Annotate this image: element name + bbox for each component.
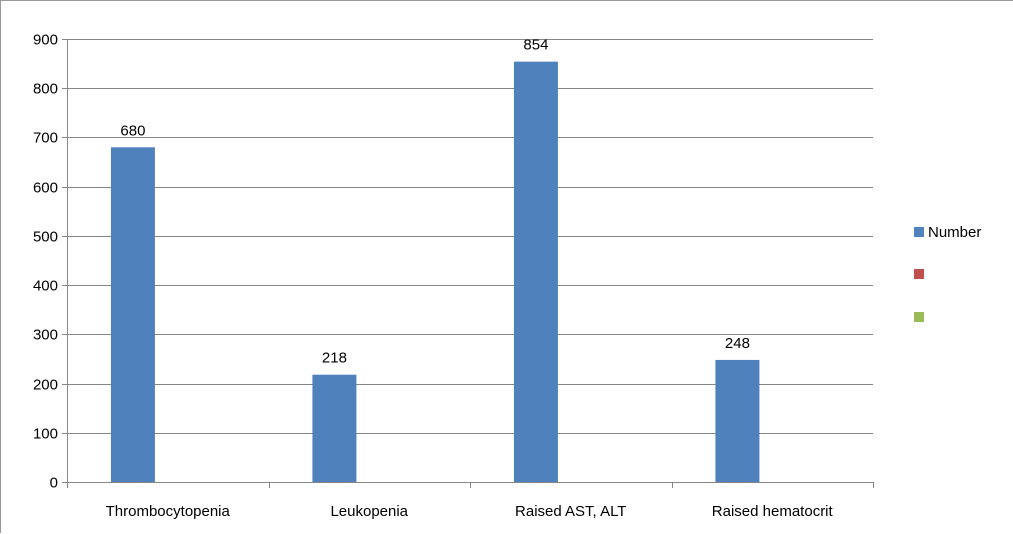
legend-label: Number <box>928 224 981 241</box>
bar-0 <box>110 147 155 483</box>
legend-swatch-2 <box>914 312 924 322</box>
data-label: 248 <box>725 335 750 352</box>
gridlines <box>67 39 873 434</box>
legend: Number <box>914 224 981 322</box>
x-tick-label: Raised AST, ALT <box>515 503 626 520</box>
data-labels: 680 218 854 248 <box>120 37 750 367</box>
bar-3 <box>715 359 760 482</box>
axes <box>62 39 874 488</box>
y-tick-label: 700 <box>33 130 58 147</box>
data-label: 854 <box>523 37 548 54</box>
tick-labels: 0 100 200 300 400 500 600 700 800 900 Thrombocytop… <box>33 32 834 521</box>
y-tick-label: 800 <box>33 81 58 98</box>
y-tick-label: 900 <box>33 32 58 49</box>
bars <box>110 61 760 483</box>
y-tick-label: 400 <box>33 278 58 295</box>
legend-swatch-1 <box>914 269 924 279</box>
y-tick-label: 300 <box>33 327 58 344</box>
y-tick-label: 0 <box>50 475 58 492</box>
data-label: 680 <box>120 122 145 139</box>
x-tick-label: Raised hematocrit <box>712 503 834 520</box>
y-tick-label: 500 <box>33 229 58 246</box>
y-tick-label: 100 <box>33 426 58 443</box>
y-tick-label: 600 <box>33 180 58 197</box>
bar-2 <box>513 61 558 483</box>
x-tick-label: Leukopenia <box>330 503 408 520</box>
data-label: 218 <box>322 350 347 367</box>
y-tick-label: 200 <box>33 377 58 394</box>
legend-swatch-0 <box>914 227 924 237</box>
bar-1 <box>312 374 357 482</box>
x-tick-label: Thrombocytopenia <box>106 503 231 520</box>
